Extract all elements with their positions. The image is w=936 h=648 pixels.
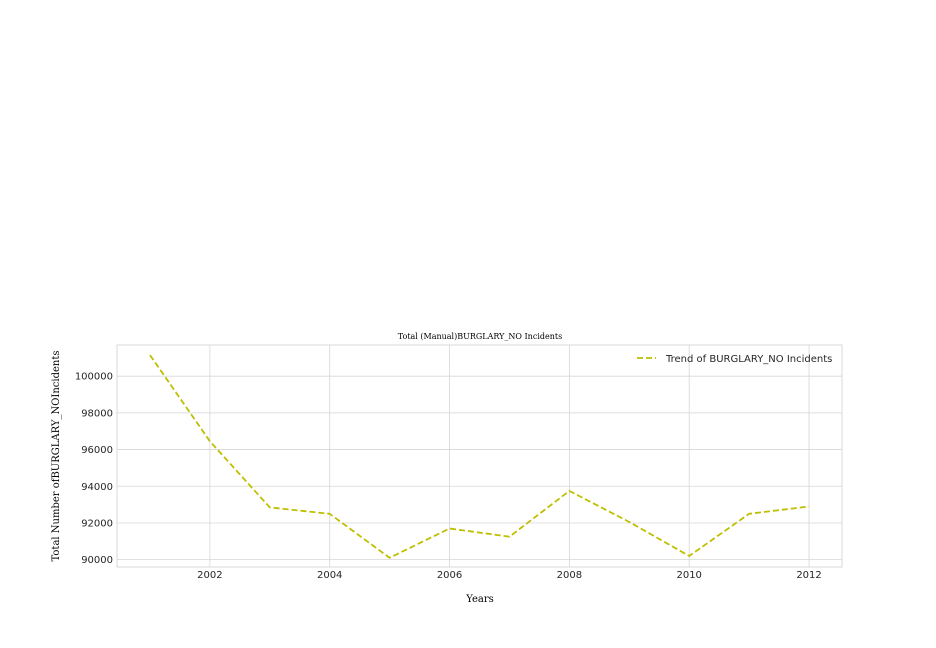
x-tick-label: 2004 xyxy=(317,570,342,581)
x-axis-label: Years xyxy=(465,594,494,605)
legend: Trend of BURGLARY_NO Incidents xyxy=(637,354,832,365)
x-tick-label: 2008 xyxy=(557,570,582,581)
plot-frame xyxy=(116,344,843,568)
chart-title: Total (Manual)BURGLARY_NO Incidents xyxy=(398,332,562,341)
legend-label: Trend of BURGLARY_NO Incidents xyxy=(665,354,832,365)
y-tick-label: 90000 xyxy=(81,555,113,566)
series-layer xyxy=(149,354,810,559)
x-tick-label: 2006 xyxy=(437,570,462,581)
tick-layer: 2002 2004 2006 2008 2010 2012 90000 92000 94000 9… xyxy=(75,372,822,581)
grid-layer xyxy=(117,345,842,567)
y-tick-label: 100000 xyxy=(75,372,113,383)
y-tick-label: 98000 xyxy=(81,408,113,419)
y-axis-label: Total Number ofBURGLARY_NOIncidents xyxy=(51,351,62,562)
series-line xyxy=(149,354,810,559)
x-tick-label: 2012 xyxy=(796,570,821,581)
x-tick-label: 2010 xyxy=(676,570,701,581)
y-tick-label: 92000 xyxy=(81,518,113,529)
y-tick-label: 94000 xyxy=(81,482,113,493)
x-tick-label: 2002 xyxy=(197,570,222,581)
y-tick-label: 96000 xyxy=(81,445,113,456)
